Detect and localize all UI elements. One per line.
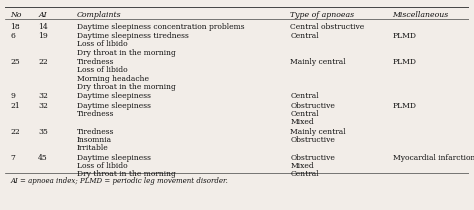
Text: AI: AI	[38, 11, 47, 19]
Text: Mainly central: Mainly central	[291, 128, 346, 136]
Text: Central: Central	[291, 32, 319, 40]
Text: 6: 6	[10, 32, 15, 40]
Text: 7: 7	[10, 154, 15, 161]
Text: Irritable: Irritable	[77, 144, 109, 152]
Text: Tiredness: Tiredness	[77, 128, 114, 136]
Text: Obstructive: Obstructive	[291, 102, 335, 110]
Text: 19: 19	[38, 32, 48, 40]
Text: 9: 9	[10, 92, 15, 100]
Text: 32: 32	[38, 102, 48, 110]
Text: PLMD: PLMD	[392, 32, 417, 40]
Text: 14: 14	[38, 23, 48, 31]
Text: Loss of libido: Loss of libido	[77, 66, 128, 74]
Text: Dry throat in the morning: Dry throat in the morning	[77, 170, 175, 178]
Text: Daytime sleepiness concentration problems: Daytime sleepiness concentration problem…	[77, 23, 245, 31]
Text: 45: 45	[38, 154, 48, 161]
Text: Mainly central: Mainly central	[291, 58, 346, 66]
Text: Central: Central	[291, 170, 319, 178]
Text: Daytime sleepiness: Daytime sleepiness	[77, 92, 151, 100]
Text: Tiredness: Tiredness	[77, 58, 114, 66]
Text: 35: 35	[38, 128, 48, 136]
Text: PLMD: PLMD	[392, 58, 417, 66]
Text: PLMD: PLMD	[392, 102, 417, 110]
Text: 22: 22	[38, 58, 48, 66]
Text: Obstructive: Obstructive	[291, 136, 335, 144]
Text: Insomnia: Insomnia	[77, 136, 112, 144]
Text: Daytime sleepiness: Daytime sleepiness	[77, 154, 151, 161]
Text: AI = apnoea index; PLMD = periodic leg movement disorder.: AI = apnoea index; PLMD = periodic leg m…	[10, 177, 228, 185]
Text: Morning headache: Morning headache	[77, 75, 149, 83]
Text: Mixed: Mixed	[291, 118, 314, 126]
Text: Central: Central	[291, 110, 319, 118]
Text: 18: 18	[10, 23, 20, 31]
Text: Dry throat in the morning: Dry throat in the morning	[77, 49, 175, 57]
Text: Miscellaneous: Miscellaneous	[392, 11, 449, 19]
Text: Loss of libido: Loss of libido	[77, 40, 128, 48]
Text: Dry throat in the morning: Dry throat in the morning	[77, 83, 175, 91]
Text: Tiredness: Tiredness	[77, 110, 114, 118]
Text: Complaints: Complaints	[77, 11, 121, 19]
Text: Loss of libido: Loss of libido	[77, 162, 128, 170]
Text: Central: Central	[291, 92, 319, 100]
Text: Daytime sleepiness: Daytime sleepiness	[77, 102, 151, 110]
Text: 25: 25	[10, 58, 20, 66]
Text: Type of apnoeas: Type of apnoeas	[291, 11, 355, 19]
Text: Mixed: Mixed	[291, 162, 314, 170]
Text: 22: 22	[10, 128, 20, 136]
Text: 21: 21	[10, 102, 20, 110]
Text: Myocardial infarction: Myocardial infarction	[392, 154, 474, 161]
Text: 32: 32	[38, 92, 48, 100]
Text: No: No	[10, 11, 22, 19]
Text: Central obstructive: Central obstructive	[291, 23, 365, 31]
Text: Obstructive: Obstructive	[291, 154, 335, 161]
Text: Daytime sleepiness tiredness: Daytime sleepiness tiredness	[77, 32, 189, 40]
